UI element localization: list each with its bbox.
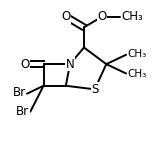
Text: CH₃: CH₃	[128, 69, 147, 79]
Text: O: O	[98, 10, 107, 23]
Text: Br: Br	[16, 105, 29, 118]
Text: CH₃: CH₃	[128, 49, 147, 59]
Text: O: O	[20, 58, 29, 71]
Text: S: S	[91, 83, 98, 96]
Text: N: N	[66, 58, 74, 71]
Text: O: O	[61, 10, 70, 23]
Text: CH₃: CH₃	[121, 10, 143, 23]
Text: Br: Br	[13, 86, 26, 100]
